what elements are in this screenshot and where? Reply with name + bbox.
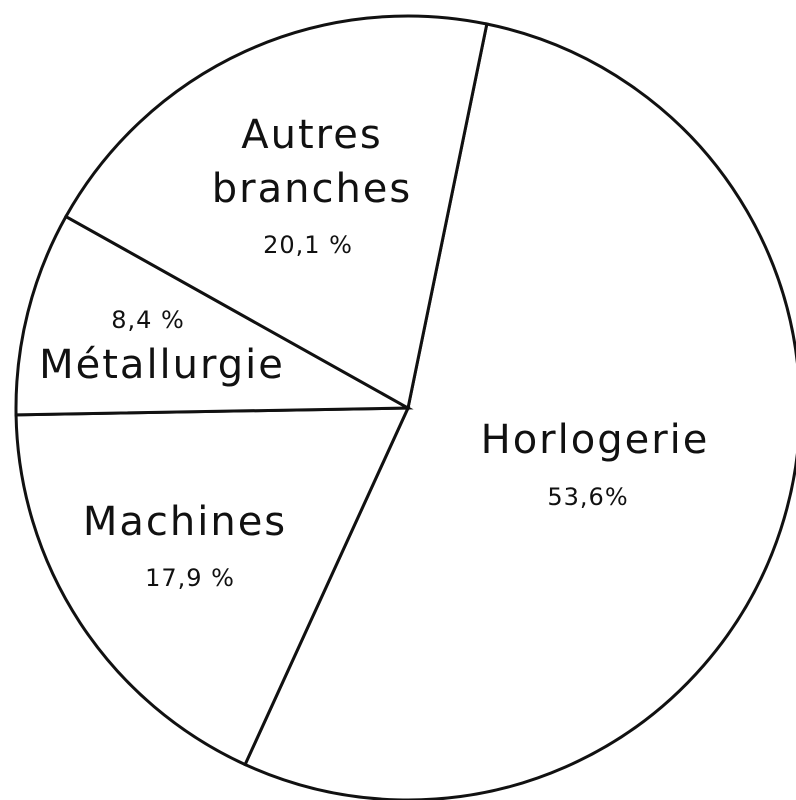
pie-slice <box>14 214 414 417</box>
slice-name: Machines <box>82 499 288 545</box>
pie-slice <box>63 14 489 411</box>
slice-value-label: 8,4 % <box>111 306 185 334</box>
pie-slice <box>14 406 411 767</box>
pie-slice <box>243 22 796 800</box>
slice-name: Horlogerie <box>480 417 710 463</box>
slice-value-label: 53,6% <box>547 483 629 511</box>
slice-value-label: 17,9 % <box>145 564 235 592</box>
slice-name: Autres branches <box>211 112 413 212</box>
slice-name: Métallurgie <box>39 342 285 388</box>
slice-value-label: 20,1 % <box>263 231 353 259</box>
